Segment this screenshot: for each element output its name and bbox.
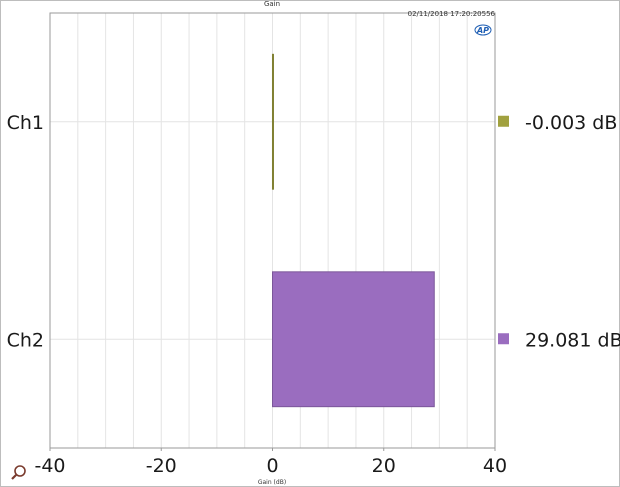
category-label-ch2: Ch2: [7, 329, 44, 351]
x-tick-label: -20: [146, 455, 177, 477]
x-tick-label: 40: [483, 455, 507, 477]
category-label-ch1: Ch1: [7, 112, 44, 134]
bar-ch2[interactable]: [272, 271, 435, 408]
value-label-ch1: -0.003 dB: [525, 112, 617, 134]
x-axis-label: Gain (dB): [258, 479, 286, 486]
legend-swatch-ch1: [498, 115, 509, 127]
bar-ch1[interactable]: [271, 53, 274, 190]
timestamp: 02/11/2018 17:20:20556: [408, 10, 496, 18]
x-tick-label: 20: [372, 455, 396, 477]
category-labels: Ch1 Ch2: [7, 112, 44, 352]
legend-swatch-ch2: [498, 333, 509, 345]
ap-logo-text: AP: [476, 26, 489, 35]
x-tick-label: 0: [266, 455, 278, 477]
chart-title: Gain: [264, 0, 280, 8]
value-labels: -0.003 dB 29.081 dB: [498, 112, 620, 351]
bars: [271, 53, 435, 408]
ap-logo: AP: [474, 24, 492, 36]
x-tick-label: -40: [34, 455, 65, 477]
value-label-ch2: 29.081 dB: [525, 329, 620, 351]
magnifier-icon[interactable]: [11, 465, 26, 480]
x-ticks: -40 -20 0 20 40: [34, 448, 507, 477]
